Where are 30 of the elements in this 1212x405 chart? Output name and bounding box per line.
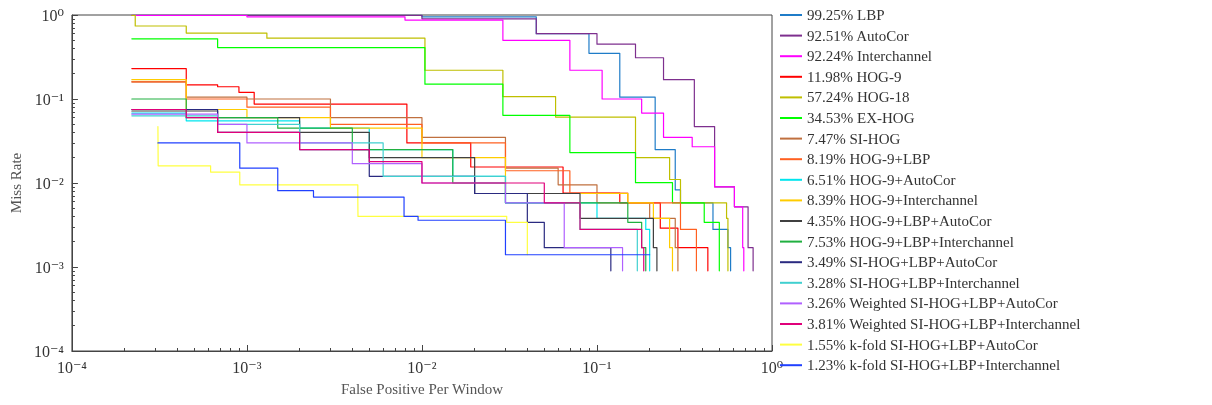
x-axis-title: False Positive Per Window: [340, 380, 504, 397]
legend-label: 3.26% Weighted SI-HOG+LBP+AutoCor: [807, 295, 1058, 312]
x-tick-label: 10⁻⁴: [56, 358, 88, 376]
y-axis-title: Miss Rate: [7, 152, 24, 214]
legend-label: 3.28% SI-HOG+LBP+Interchannel: [807, 274, 1020, 291]
legend-label: 7.53% HOG-9+LBP+Interchannel: [807, 233, 1014, 250]
legend-label: 4.35% HOG-9+LBP+AutoCor: [807, 213, 992, 229]
legend-label: 6.51% HOG-9+AutoCor: [807, 171, 956, 188]
legend-label: 92.51% AutoCor: [807, 27, 909, 44]
y-tick-label: 10⁰: [41, 6, 64, 24]
y-tick-label: 10⁻¹: [34, 90, 65, 108]
legend-label: 3.49% SI-HOG+LBP+AutoCor: [807, 254, 998, 271]
legend-label: 1.55% k-fold SI-HOG+LBP+AutoCor: [807, 336, 1038, 353]
y-tick-label: 10⁻³: [34, 258, 65, 276]
legend-label: 1.23% k-fold SI-HOG+LBP+Interchannel: [807, 357, 1061, 374]
legend-label: 92.24% Interchannel: [807, 48, 932, 65]
y-tick-label: 10⁻⁴: [33, 342, 65, 360]
x-tick-label: 10⁻¹: [582, 358, 612, 376]
legend-label: 8.19% HOG-9+LBP: [807, 151, 931, 168]
x-tick-label: 10⁰: [760, 358, 784, 376]
y-tick-label: 10⁻²: [34, 174, 65, 192]
x-tick-label: 10⁻²: [407, 358, 437, 376]
legend-label: 34.53% EX-HOG: [807, 110, 915, 126]
legend-label: 57.24% HOG-18: [807, 89, 910, 106]
legend-label: 8.39% HOG-9+Interchannel: [807, 192, 978, 209]
legend-label: 3.81% Weighted SI-HOG+LBP+Interchannel: [807, 316, 1081, 332]
legend-label: 7.47% SI-HOG: [807, 130, 901, 147]
legend-label: 99.25% LBP: [807, 7, 885, 23]
x-tick-label: 10⁻³: [232, 358, 262, 376]
legend-label: 11.98% HOG-9: [807, 68, 902, 85]
